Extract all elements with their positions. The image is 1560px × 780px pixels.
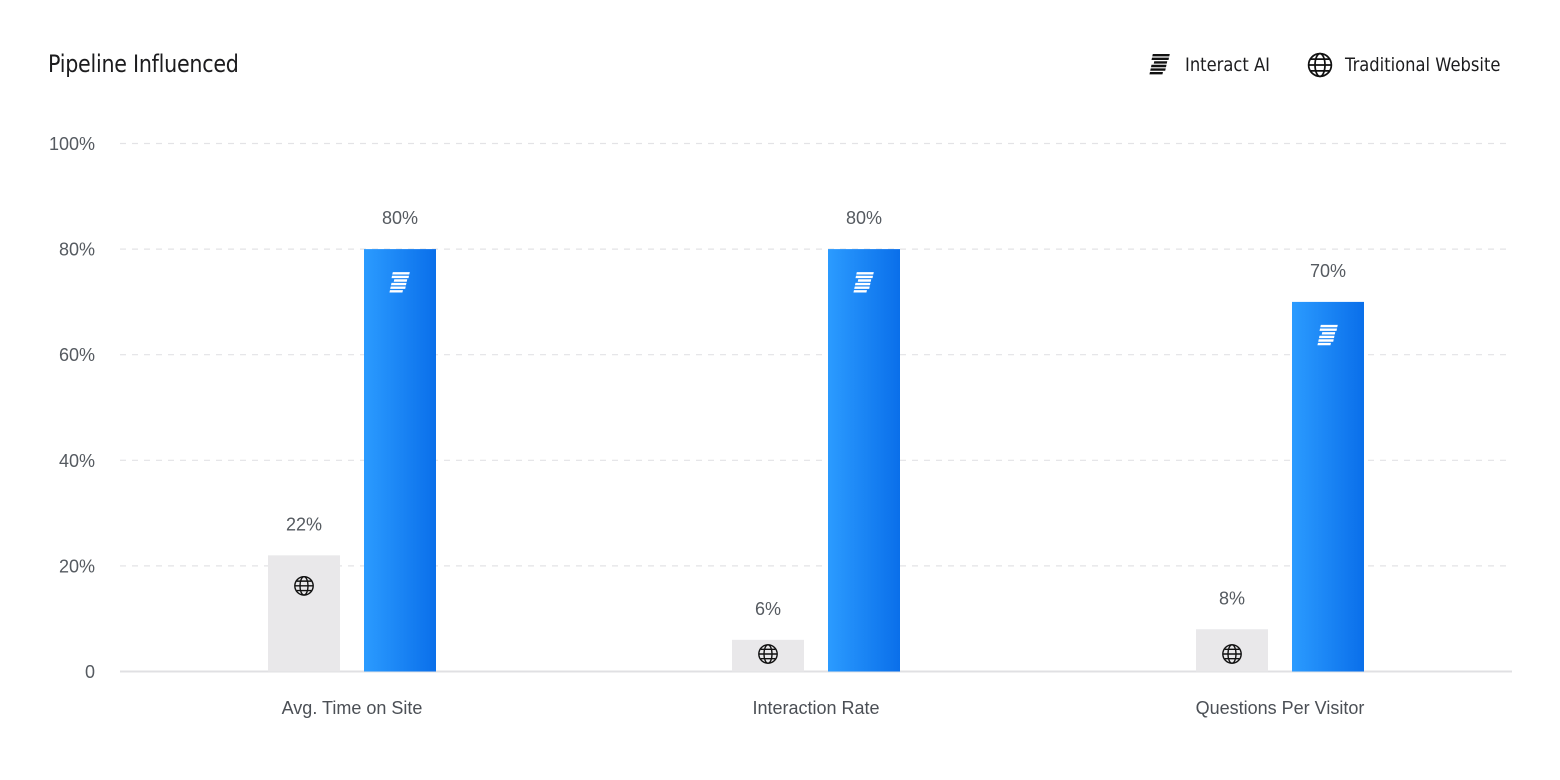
data-label: 22% bbox=[286, 514, 322, 534]
bar-interact-ai[interactable] bbox=[1292, 301, 1364, 672]
y-tick-label: 100% bbox=[49, 134, 95, 154]
data-label: 6% bbox=[755, 599, 781, 619]
x-tick-label: Questions Per Visitor bbox=[1196, 698, 1365, 718]
bar-traditional-website[interactable] bbox=[268, 555, 340, 672]
interact-logo-icon bbox=[1148, 54, 1170, 75]
chart-title: Pipeline Influenced bbox=[48, 50, 239, 78]
y-tick-label: 80% bbox=[59, 240, 95, 260]
legend-label-interact-ai: Interact AI bbox=[1184, 54, 1270, 76]
legend-label-traditional-website: Traditional Website bbox=[1345, 54, 1501, 76]
x-tick-label: Avg. Time on Site bbox=[282, 698, 423, 718]
legend-item-traditional-website[interactable]: Traditional Website bbox=[1307, 52, 1512, 78]
y-tick-label: 60% bbox=[59, 345, 95, 365]
data-label: 80% bbox=[846, 208, 882, 228]
data-label: 70% bbox=[1310, 261, 1346, 281]
x-tick-label: Interaction Rate bbox=[752, 698, 879, 718]
globe-icon bbox=[1308, 52, 1333, 78]
data-label: 8% bbox=[1219, 588, 1245, 608]
bar-traditional-website[interactable] bbox=[1196, 629, 1268, 672]
legend-item-interact-ai[interactable]: Interact AI bbox=[1147, 53, 1270, 77]
bar-interact-ai[interactable] bbox=[364, 249, 436, 672]
y-tick-label: 40% bbox=[59, 451, 95, 471]
legend: Interact AI Traditional Website bbox=[1147, 52, 1513, 78]
data-label: 80% bbox=[382, 208, 418, 228]
y-tick-label: 20% bbox=[59, 556, 95, 576]
y-tick-label: 0 bbox=[85, 662, 95, 682]
bar-interact-ai[interactable] bbox=[828, 249, 900, 672]
